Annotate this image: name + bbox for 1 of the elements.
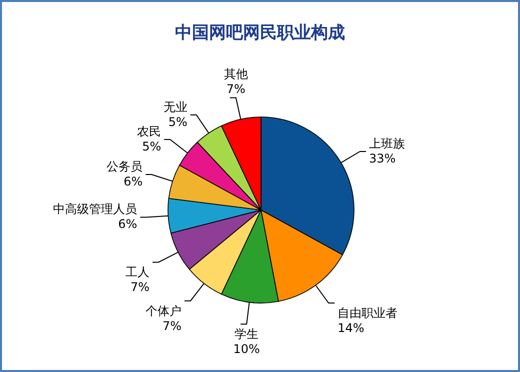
title: 中国网吧网民职业构成 [175,23,345,43]
